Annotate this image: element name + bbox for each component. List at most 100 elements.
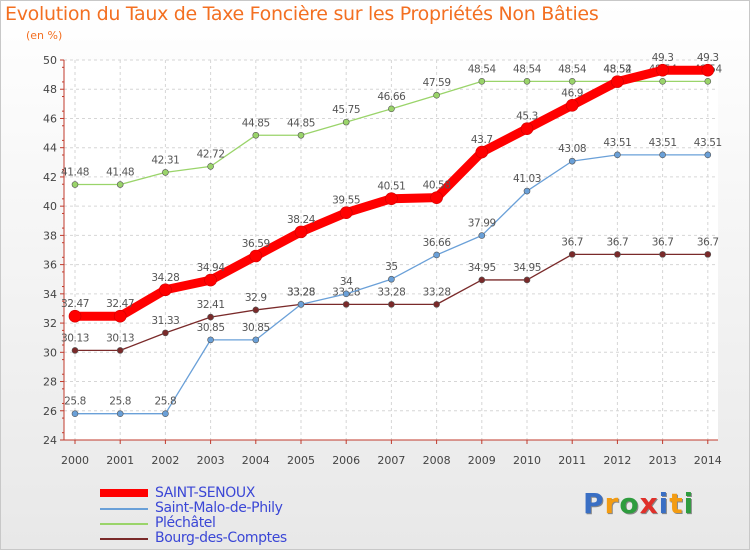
x-tick-label: 2010 — [513, 454, 541, 467]
data-point — [659, 251, 666, 258]
y-tick-label: 44 — [43, 142, 57, 155]
x-tick-label: 2011 — [558, 454, 586, 467]
data-point — [297, 131, 305, 139]
data-point — [116, 410, 124, 417]
data-point — [68, 309, 82, 323]
data-point — [614, 251, 621, 258]
legend-label: SAINT-SENOUX — [155, 485, 255, 501]
data-label: 48.54 — [603, 63, 632, 75]
x-tick-label: 2014 — [694, 454, 722, 467]
data-point — [385, 192, 398, 205]
y-tick-label: 28 — [43, 376, 57, 389]
data-label: 31.33 — [151, 315, 179, 327]
data-point — [207, 336, 214, 344]
data-label: 46.9 — [561, 87, 583, 99]
legend-item-saint-malo-de-phily: Saint-Malo-de-Phily — [100, 500, 360, 516]
y-tick-label: 38 — [43, 229, 57, 242]
data-point — [430, 191, 443, 204]
data-label: 43.51 — [694, 137, 722, 149]
data-point — [71, 347, 79, 354]
legend-swatch-saint-senoux — [100, 489, 148, 497]
chart-legend: SAINT-SENOUX Saint-Malo-de-Phily Pléchât… — [100, 485, 360, 546]
data-point — [388, 301, 395, 308]
chart-title: Evolution du Taux de Taxe Foncière sur l… — [5, 3, 599, 25]
data-label: 25.8 — [155, 396, 177, 408]
data-label: 43.7 — [471, 134, 493, 146]
y-tick-label: 48 — [43, 83, 57, 96]
x-tick-label: 2005 — [287, 454, 315, 467]
data-point — [71, 410, 79, 417]
data-point — [294, 225, 308, 239]
data-point — [113, 309, 127, 323]
data-point — [433, 251, 440, 259]
data-point — [159, 283, 172, 297]
y-tick-label: 46 — [43, 112, 57, 125]
data-point — [204, 273, 217, 287]
data-label: 37.99 — [468, 218, 496, 230]
data-point — [659, 151, 666, 159]
data-point — [252, 306, 260, 314]
x-tick-label: 2012 — [603, 454, 631, 467]
x-tick-label: 2008 — [423, 454, 451, 467]
y-tick-label: 40 — [43, 200, 57, 213]
data-point — [116, 181, 124, 188]
data-point — [701, 63, 715, 77]
data-point — [475, 145, 489, 159]
y-tick-label: 26 — [43, 405, 57, 418]
x-tick-label: 2007 — [377, 454, 405, 467]
data-point — [568, 78, 576, 85]
data-label: 33.28 — [377, 286, 405, 298]
data-point — [568, 157, 576, 165]
data-label: 43.51 — [603, 137, 631, 149]
x-tick-label: 2013 — [649, 454, 677, 467]
data-point — [342, 290, 350, 298]
x-tick-label: 2004 — [242, 454, 270, 467]
legend-label: Bourg-des-Comptes — [155, 530, 287, 546]
data-point — [162, 329, 169, 337]
data-label: 36.7 — [652, 236, 674, 248]
data-point — [523, 78, 531, 85]
data-label: 42.31 — [151, 154, 179, 166]
data-label: 25.8 — [64, 396, 86, 408]
data-label: 32.47 — [106, 298, 134, 310]
data-point — [656, 63, 669, 77]
data-point — [388, 275, 395, 283]
x-tick-label: 2001 — [106, 454, 134, 467]
data-point — [162, 410, 169, 417]
data-label: 32.9 — [245, 292, 267, 304]
data-point — [478, 78, 486, 85]
logo-letter: i — [683, 487, 695, 520]
y-tick-label: 32 — [43, 317, 57, 330]
data-label: 43.08 — [558, 143, 586, 155]
data-label: 34 — [340, 276, 353, 288]
x-tick-label: 2000 — [61, 454, 89, 467]
data-label: 35 — [385, 261, 398, 273]
data-point — [116, 347, 124, 354]
data-label: 44.85 — [242, 117, 270, 129]
data-point — [388, 105, 395, 113]
data-point — [614, 151, 621, 159]
data-point — [704, 251, 712, 258]
data-label: 47.59 — [423, 77, 451, 89]
data-label: 46.66 — [377, 91, 406, 103]
legend-item-bourg-des-comptes: Bourg-des-Comptes — [100, 530, 360, 546]
data-label: 40.58 — [423, 180, 451, 192]
data-label: 30.85 — [242, 322, 270, 334]
data-label: 36.7 — [561, 236, 583, 248]
data-label: 41.03 — [513, 173, 541, 185]
proxiti-logo: Proxiti — [583, 487, 694, 520]
data-point — [207, 163, 214, 170]
data-label: 36.59 — [242, 238, 270, 250]
logo-letter: r — [604, 487, 620, 520]
data-point — [523, 276, 531, 284]
y-tick-label: 30 — [43, 346, 57, 359]
data-label: 33.28 — [287, 286, 315, 298]
x-tick-label: 2009 — [468, 454, 496, 467]
y-tick-label: 24 — [43, 434, 57, 447]
chart-unit-label: (en %) — [26, 29, 63, 42]
data-point — [478, 232, 486, 239]
data-label: 39.55 — [332, 195, 360, 207]
data-point — [297, 301, 305, 308]
data-label: 41.48 — [61, 167, 89, 179]
x-tick-label: 2006 — [332, 454, 360, 467]
